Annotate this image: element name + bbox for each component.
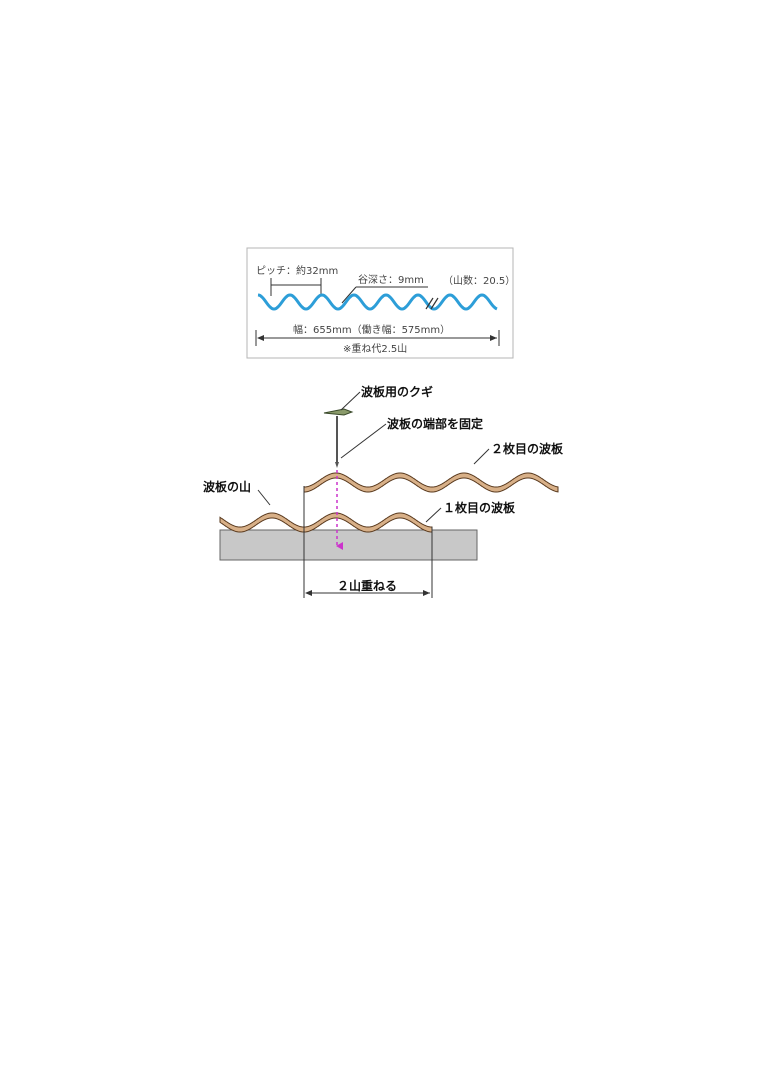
fix-end-leader — [340, 423, 387, 459]
nail-leader — [340, 391, 361, 411]
first-sheet-label: １枚目の波板 — [443, 500, 516, 515]
first-sheet-leader — [425, 507, 442, 523]
sheet-profile-wave — [257, 293, 498, 311]
break-mark-icon — [425, 297, 439, 310]
base-purlin — [219, 529, 478, 561]
ridge-count-label: （山数：20.5） — [443, 274, 515, 287]
fix-end-label: 波板の端部を固定 — [387, 416, 483, 431]
width-label: 幅：655mm（働き幅：575mm） — [293, 323, 450, 336]
second-sheet-label: ２枚目の波板 — [491, 441, 564, 456]
spec-box: ピッチ：約32mm 谷深さ：9mm （山数：20.5） 幅：655mm（働き幅：… — [246, 247, 515, 359]
depth-leader — [341, 286, 357, 304]
install-diagram: ２山重ねる 波板用のクギ 波板の端部を固定 ２枚目の波板 波板の山 １枚目の波板 — [203, 384, 564, 598]
second-sheet — [303, 472, 559, 493]
pitch-label: ピッチ：約32mm — [256, 264, 338, 277]
depth-label: 谷深さ：9mm — [358, 274, 424, 286]
nail-label: 波板用のクギ — [361, 384, 433, 399]
overlap-note: ※重ね代2.5山 — [343, 342, 407, 355]
ridge-leader — [257, 489, 271, 506]
second-sheet-leader — [473, 448, 490, 465]
overlap-label: ２山重ねる — [337, 578, 397, 593]
ridge-label: 波板の山 — [203, 479, 251, 494]
first-sheet — [219, 512, 433, 533]
nail-icon — [323, 408, 354, 468]
